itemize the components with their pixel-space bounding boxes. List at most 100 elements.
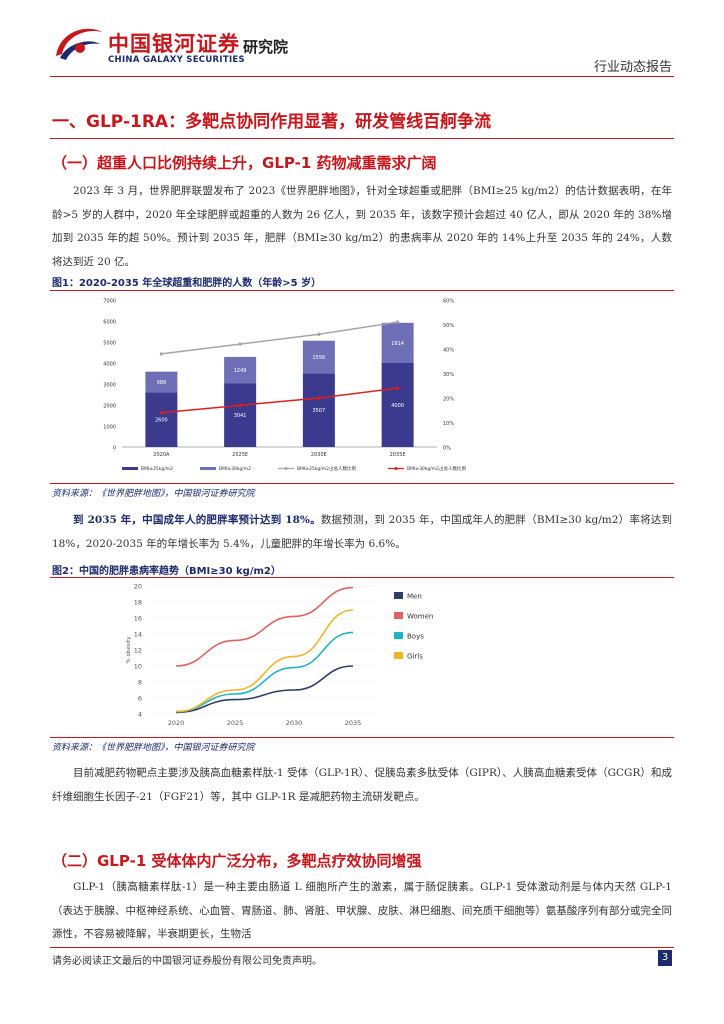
- figure-2-title: 图2：中国的肥胖患病率趋势（BMI≥30 kg/m2）: [52, 566, 281, 577]
- section-title: 一、GLP-1RA：多靶点协同作用显著，研发管线百舸争流: [52, 112, 492, 132]
- y-tick-label: 10: [134, 663, 142, 671]
- y-axis-label: % obesity: [126, 636, 132, 664]
- figure-1-bottom-divider: [50, 483, 674, 484]
- y-tick-label: 14: [134, 631, 142, 639]
- line-point-1: [395, 320, 400, 324]
- line-point-1: [238, 342, 242, 346]
- paragraph-3: 目前减肥药物靶点主要涉及胰高血糖素样肽-1 受体（GLP-1R）、促胰岛素多肽受…: [52, 762, 672, 809]
- y2-tick-label: 30%: [443, 372, 454, 378]
- y-tick-label: 3000: [103, 383, 116, 389]
- y2-tick-label: 50%: [443, 323, 454, 329]
- y-tick-label: 7000: [103, 299, 116, 305]
- y-tick-label: 4: [138, 711, 142, 719]
- bar-bmi25-label: 3041: [234, 413, 247, 419]
- paragraph-4: GLP-1（胰高糖素样肽-1）是一种主要由肠道 L 细胞所产生的激素，属于肠促胰…: [52, 876, 672, 946]
- legend-label-boys: Boys: [407, 633, 424, 641]
- line-women: [175, 586, 354, 667]
- section-divider: [50, 138, 674, 139]
- x-tick-label: 2030E: [311, 452, 327, 458]
- line-series-1: [161, 321, 398, 355]
- line-point-2: [395, 386, 400, 390]
- paragraph-2-bold: 到 2035 年，中国成年人的肥胖率预计达到 18%。: [73, 514, 321, 526]
- figure-2-bottom-divider: [50, 737, 674, 738]
- bar-bmi25: [302, 373, 335, 447]
- legend-label: BMI≥30kg/m2: [219, 466, 251, 472]
- y-tick-label: 16: [134, 615, 142, 623]
- legend-label-girls: Girls: [407, 653, 423, 661]
- bar-bmi25-label: 4000: [391, 403, 404, 409]
- legend-marker: [394, 467, 398, 470]
- figure-1-title: 图1：2020-2035 年全球超重和肥胖的人数（年龄>5 岁）: [52, 278, 322, 289]
- bar-bmi25-label: 3507: [313, 408, 326, 414]
- line-point-1: [159, 352, 164, 356]
- footer-divider: [50, 947, 674, 948]
- subsection-title-1: （一）超重人口比例持续上升，GLP-1 药物减重需求广阔: [52, 154, 437, 172]
- x-tick-label: 2025E: [232, 452, 248, 458]
- bar-bmi30: [302, 340, 335, 374]
- y-tick-label: 12: [134, 647, 142, 655]
- y-tick-label: 6: [138, 695, 142, 703]
- figure-2-chart: 4 6 8 10 12 14 16 18 20 % obesity 2020 2025 2030 2035…: [52, 578, 672, 736]
- bar-bmi25: [145, 392, 178, 447]
- legend-swatch-women: [394, 612, 403, 619]
- figure-1-chart: 0 1000 2000 3000 4000 5000 6000 7000 0% 10% 20% 30%…: [52, 292, 672, 482]
- y-tick-label: 2000: [103, 404, 116, 410]
- bar-bmi25: [381, 363, 414, 447]
- line-point-2: [317, 396, 321, 400]
- line-boys: [175, 631, 354, 713]
- figure-1-source: 资料来源：《世界肥胖地图》，中国银河证券研究院: [52, 489, 255, 499]
- bar-bmi30-label: 1556: [313, 355, 326, 361]
- y-tick-label: 18: [134, 599, 142, 607]
- footer-disclaimer: 请务必阅读正文最后的中国银河证券股份有限公司免责声明。: [52, 956, 322, 967]
- figure-2-divider: [50, 577, 674, 578]
- paragraph-4-text: GLP-1（胰高糖素样肽-1）是一种主要由肠道 L 细胞所产生的激素，属于肠促胰…: [52, 881, 672, 940]
- y2-tick-label: 60%: [443, 299, 454, 305]
- y-tick-label: 6000: [103, 320, 116, 326]
- bar-bmi30: [224, 356, 257, 384]
- line-men: [175, 665, 354, 714]
- paragraph-2: 到 2035 年，中国成年人的肥胖率预计达到 18%。数据预测，到 2035 年…: [52, 509, 672, 556]
- paragraph-1: 2023 年 3 月，世界肥胖联盟发布了 2023《世界肥胖地图》，针对全球超重…: [52, 180, 672, 274]
- galaxy-logo-icon: [56, 28, 102, 60]
- line-series-2: [161, 387, 398, 414]
- bar-bmi25-label: 2600: [155, 418, 168, 424]
- x-tick-label: 2020: [168, 719, 185, 727]
- legend-label: BMI≥30kg/m2占总人数比例: [407, 465, 467, 472]
- legend-swatch: [122, 467, 138, 470]
- figure-1-divider: [50, 290, 674, 291]
- y2-tick-label: 0%: [443, 446, 451, 452]
- subsection-title-2: （二）GLP-1 受体体内广泛分布，多靶点疗效协同增强: [52, 852, 422, 870]
- paragraph-3-text: 目前减肥药物靶点主要涉及胰高血糖素样肽-1 受体（GLP-1R）、促胰岛素多肽受…: [52, 767, 672, 803]
- legend-swatch-girls: [394, 652, 403, 659]
- figure-2-source: 资料来源：《世界肥胖地图》，中国银河证券研究院: [52, 743, 255, 753]
- bar-bmi30-label: 1914: [391, 341, 404, 347]
- paragraph-1-text: 2023 年 3 月，世界肥胖联盟发布了 2023《世界肥胖地图》，针对全球超重…: [52, 185, 672, 268]
- y2-tick-label: 10%: [443, 421, 454, 427]
- y-tick-label: 20: [134, 583, 142, 591]
- logo-english-name: CHINA GALAXY SECURITIES: [108, 55, 245, 65]
- line-girls: [175, 609, 354, 713]
- bar-bmi30-label: 1249: [234, 368, 247, 374]
- line-point-2: [238, 403, 242, 408]
- x-tick-label: 2035: [345, 719, 362, 727]
- bar-bmi30: [381, 322, 414, 363]
- y-tick-label: 1000: [103, 425, 116, 431]
- legend-label: BMI≥25kg/m2占总人数比例: [297, 465, 357, 472]
- x-tick-label: 2020A: [153, 452, 170, 458]
- legend-swatch-men: [394, 592, 403, 599]
- bar-bmi25: [224, 383, 257, 447]
- legend-swatch: [200, 467, 216, 470]
- x-tick-label: 2025: [227, 719, 244, 727]
- y2-tick-label: 40%: [443, 348, 454, 354]
- paragraph-2-text: 数据预测，到 2035 年，中国成年人的肥胖（BMI≥30 kg/m2）率将达到…: [52, 514, 672, 550]
- y-tick-label: 0: [113, 446, 116, 452]
- y2-tick-label: 20%: [443, 397, 454, 403]
- y-tick-label: 8: [138, 679, 142, 687]
- legend-swatch-boys: [394, 632, 403, 639]
- line-point-2: [159, 411, 164, 415]
- header-divider: [50, 76, 674, 77]
- figure-2-svg: 4 6 8 10 12 14 16 18 20 % obesity 2020 2025 2030 2035…: [126, 583, 433, 728]
- institute-label: 研究院: [243, 38, 289, 56]
- bar-bmi30-label: 988: [157, 380, 167, 386]
- y-tick-label: 4000: [103, 362, 116, 368]
